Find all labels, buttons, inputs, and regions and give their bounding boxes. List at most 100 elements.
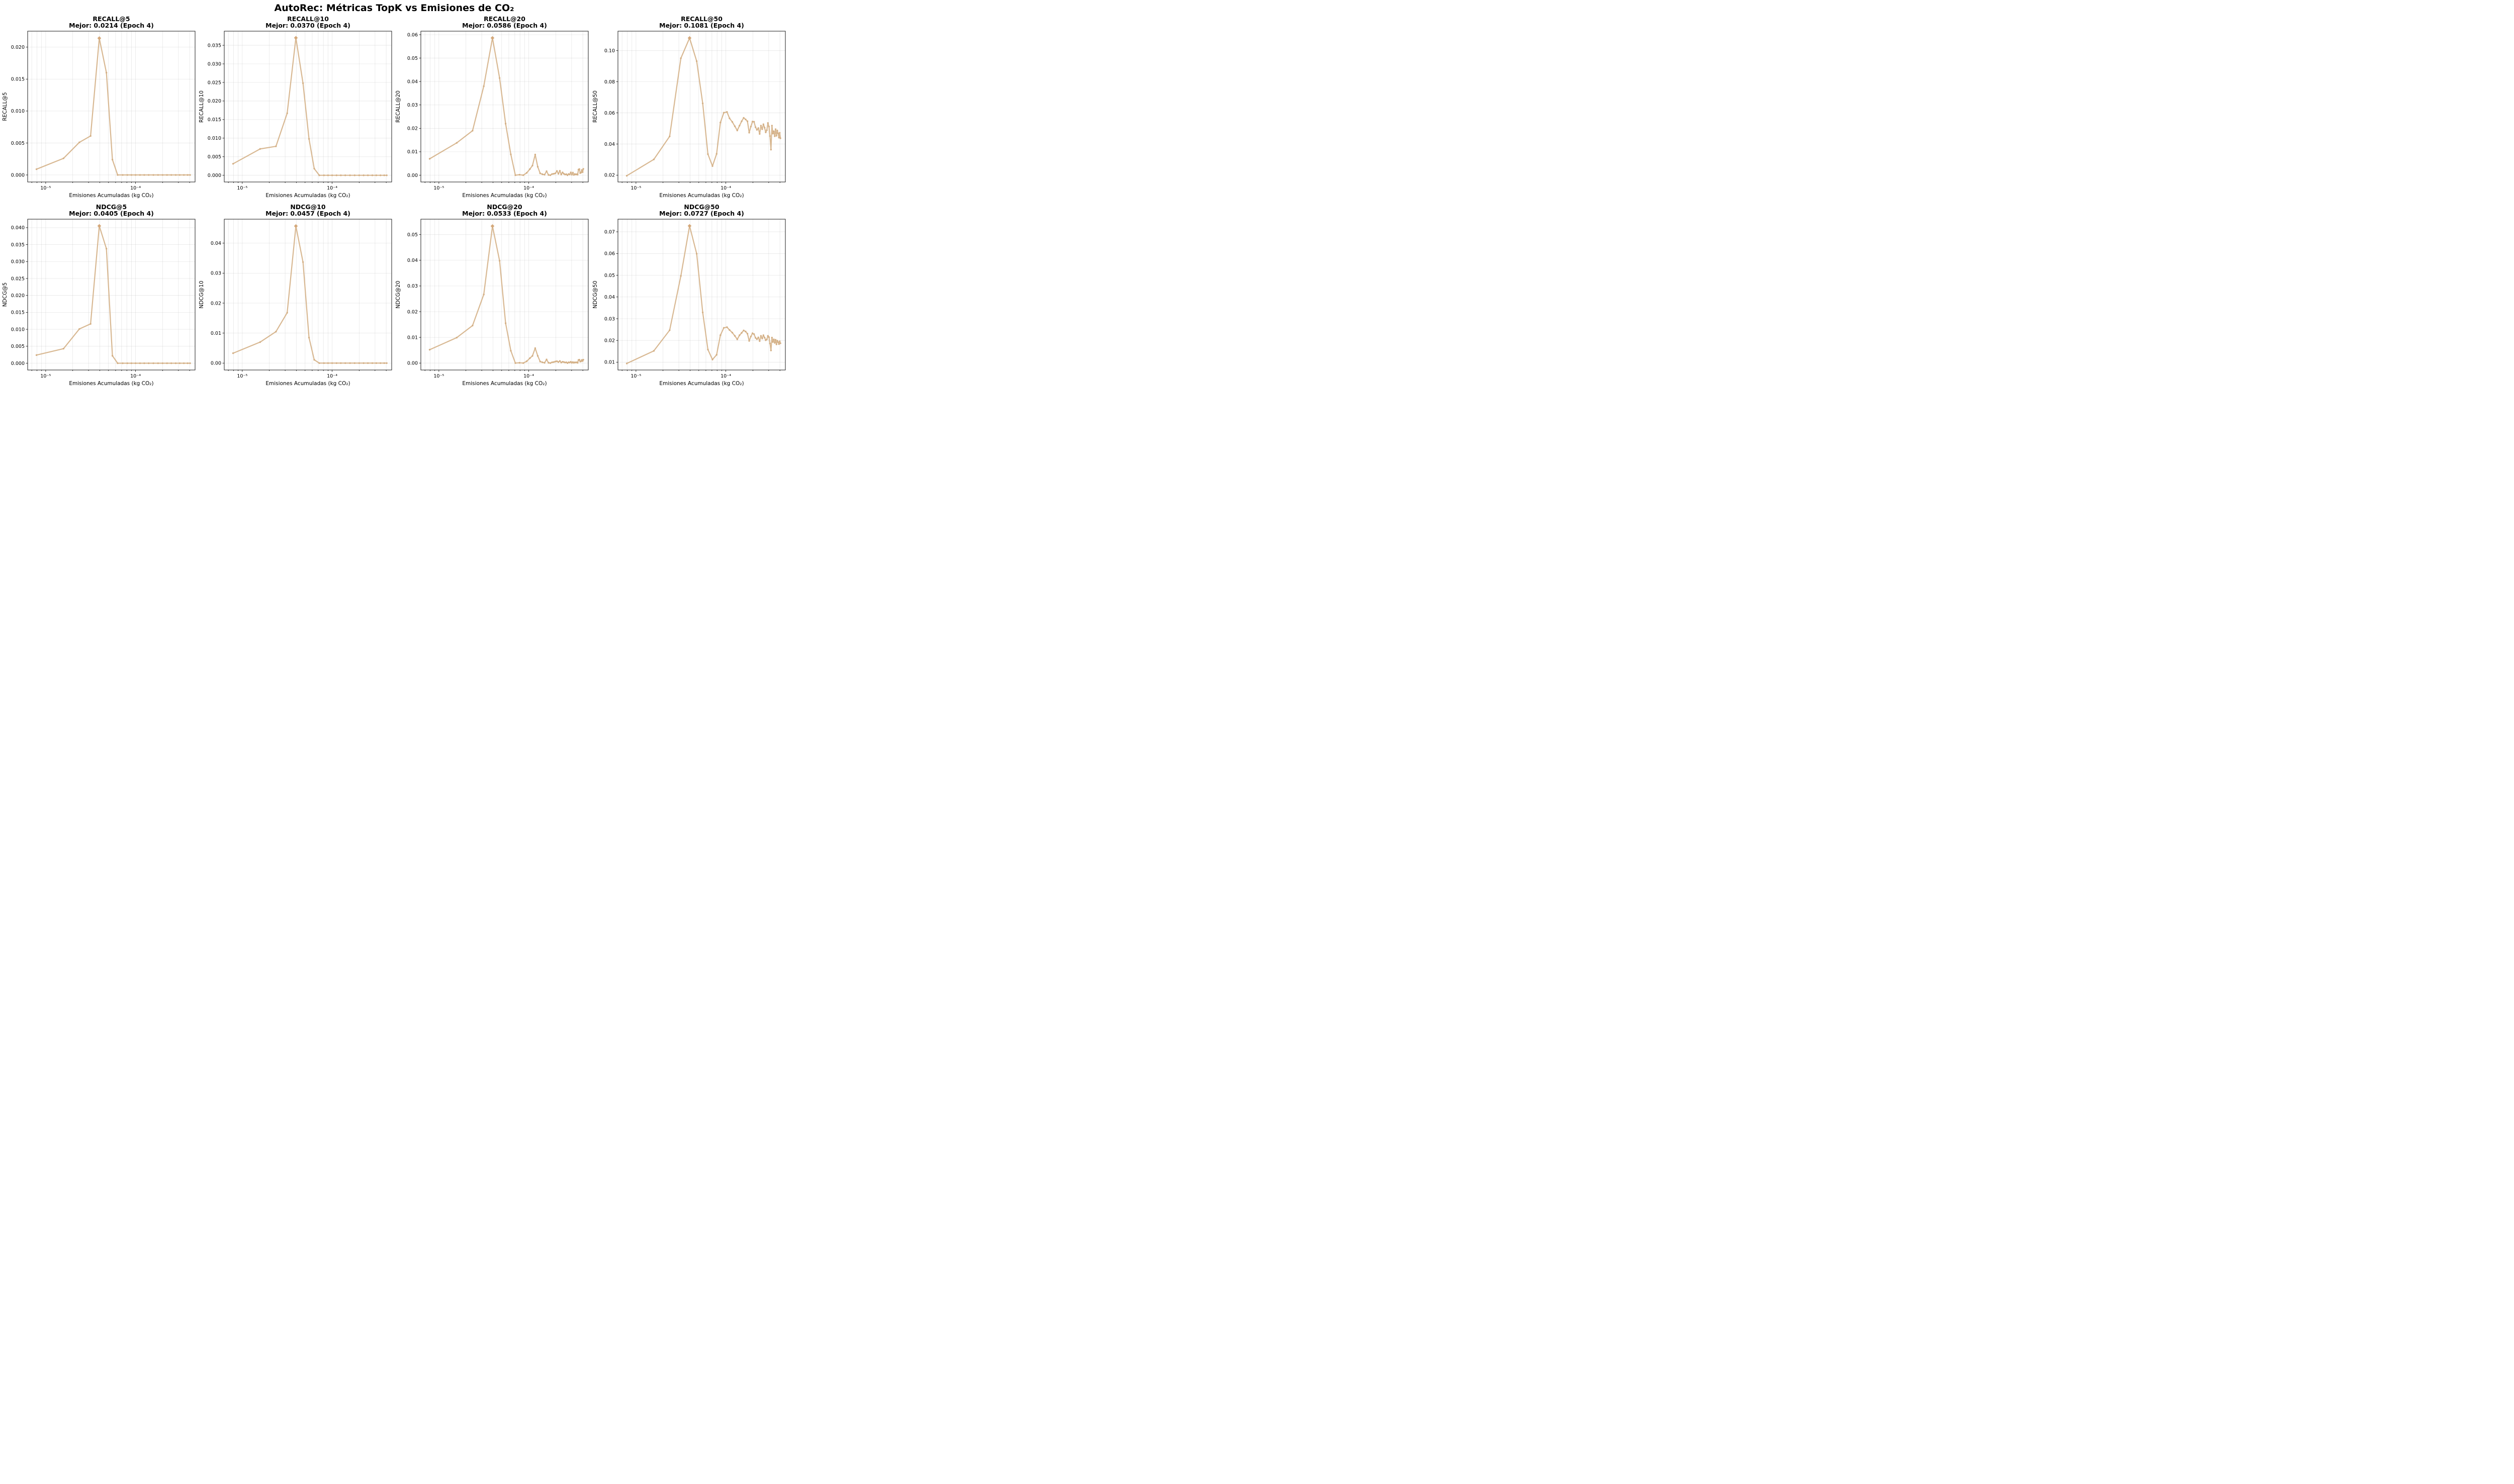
data-point <box>139 174 141 176</box>
y-tick-label: 0.08 <box>604 79 615 85</box>
panel-recall-at-20-best-marker <box>490 36 495 40</box>
data-point <box>768 336 770 338</box>
data-point <box>78 328 80 330</box>
data-point <box>763 127 766 129</box>
data-point <box>174 174 177 176</box>
data-point <box>170 174 172 176</box>
data-point <box>529 168 531 170</box>
data-point <box>546 358 548 360</box>
data-point <box>35 354 38 356</box>
panel-recall-at-50-title: RECALL@50 <box>681 15 723 23</box>
data-point <box>536 166 539 168</box>
y-tick-label: 0.06 <box>604 251 615 257</box>
data-point <box>375 362 378 364</box>
data-point <box>313 167 315 170</box>
data-point <box>680 275 682 277</box>
data-point <box>720 122 722 124</box>
data-point <box>157 174 159 176</box>
data-point <box>126 174 128 176</box>
y-tick-label: 0.015 <box>11 310 25 316</box>
data-point <box>514 362 516 364</box>
data-point <box>358 362 361 364</box>
y-tick-label: 0.00 <box>211 361 221 366</box>
data-point <box>534 347 536 349</box>
data-point <box>771 336 773 339</box>
y-axis-label: NDCG@5 <box>2 283 8 307</box>
x-axis-label: Emisiones Acumuladas (kg CO₂) <box>265 381 350 387</box>
x-tick-label: 10⁻⁵ <box>433 186 444 191</box>
y-tick-label: 0.04 <box>407 258 418 263</box>
x-tick-label: 10⁻⁵ <box>237 374 247 379</box>
data-point <box>35 168 38 170</box>
data-point <box>232 352 234 354</box>
data-point <box>189 362 191 364</box>
y-tick-label: 0.02 <box>211 301 221 306</box>
x-tick-label: 10⁻⁴ <box>130 374 141 379</box>
data-point <box>105 71 108 74</box>
data-point <box>739 125 741 127</box>
data-point <box>166 174 168 176</box>
panel-recall-at-5-best-marker <box>97 36 102 40</box>
y-tick-label: 0.01 <box>211 331 221 336</box>
data-point <box>122 174 124 176</box>
x-axis-label: Emisiones Acumuladas (kg CO₂) <box>462 381 547 387</box>
panel-ndcg-at-10-title: NDCG@10 <box>290 203 325 211</box>
data-point <box>770 148 772 151</box>
data-point <box>335 362 338 364</box>
data-point <box>743 117 745 119</box>
data-point <box>518 173 520 176</box>
data-point <box>754 337 757 339</box>
data-point <box>456 336 458 339</box>
data-point <box>259 148 261 150</box>
data-point <box>570 360 572 363</box>
data-point <box>768 126 770 128</box>
y-tick-label: 0.005 <box>11 344 25 349</box>
panel-recall-at-5-best-label: Mejor: 0.0214 (Epoch 4) <box>69 22 154 29</box>
data-point <box>161 362 164 364</box>
panel-ndcg-at-5-best-marker <box>97 224 102 228</box>
y-tick-label: 0.00 <box>407 361 418 366</box>
data-point <box>349 362 351 364</box>
panel-recall-at-10-axes-frame <box>224 31 392 182</box>
data-point <box>375 174 378 176</box>
panel-recall-at-50-best-label: Mejor: 0.1081 (Epoch 4) <box>659 22 744 29</box>
data-point <box>331 362 333 364</box>
data-point <box>726 111 728 113</box>
data-point <box>760 125 762 127</box>
data-point <box>335 174 338 176</box>
x-tick-label: 10⁻⁴ <box>130 186 141 191</box>
panel-ndcg-at-50-best-marker <box>687 224 692 228</box>
y-tick-label: 0.00 <box>407 173 418 178</box>
data-point <box>302 82 304 84</box>
data-point <box>286 112 288 114</box>
panel-recall-at-20-title: RECALL@20 <box>484 15 525 23</box>
panel-recall-at-5-title: RECALL@5 <box>93 15 130 23</box>
y-tick-label: 0.06 <box>407 32 418 38</box>
data-point <box>340 362 342 364</box>
data-point <box>286 312 288 314</box>
data-point <box>531 355 533 357</box>
data-point <box>777 132 779 135</box>
y-tick-label: 0.000 <box>208 173 221 178</box>
data-point <box>759 340 761 342</box>
data-point <box>134 174 137 176</box>
y-axis-label: RECALL@50 <box>592 90 598 123</box>
data-point <box>560 173 562 175</box>
data-point <box>371 174 374 176</box>
data-point <box>428 348 431 351</box>
data-point <box>525 172 528 174</box>
y-tick-label: 0.05 <box>604 273 615 279</box>
data-point <box>557 173 560 175</box>
data-point <box>483 85 485 87</box>
data-point <box>349 174 351 176</box>
data-point <box>549 362 552 364</box>
data-point <box>546 170 548 172</box>
data-point <box>750 126 752 128</box>
data-point <box>776 129 778 132</box>
data-point <box>582 168 584 170</box>
panel-recall-at-50-axes-frame <box>617 31 786 182</box>
data-point <box>522 174 524 176</box>
data-point <box>751 332 754 334</box>
y-tick-label: 0.035 <box>11 242 25 248</box>
